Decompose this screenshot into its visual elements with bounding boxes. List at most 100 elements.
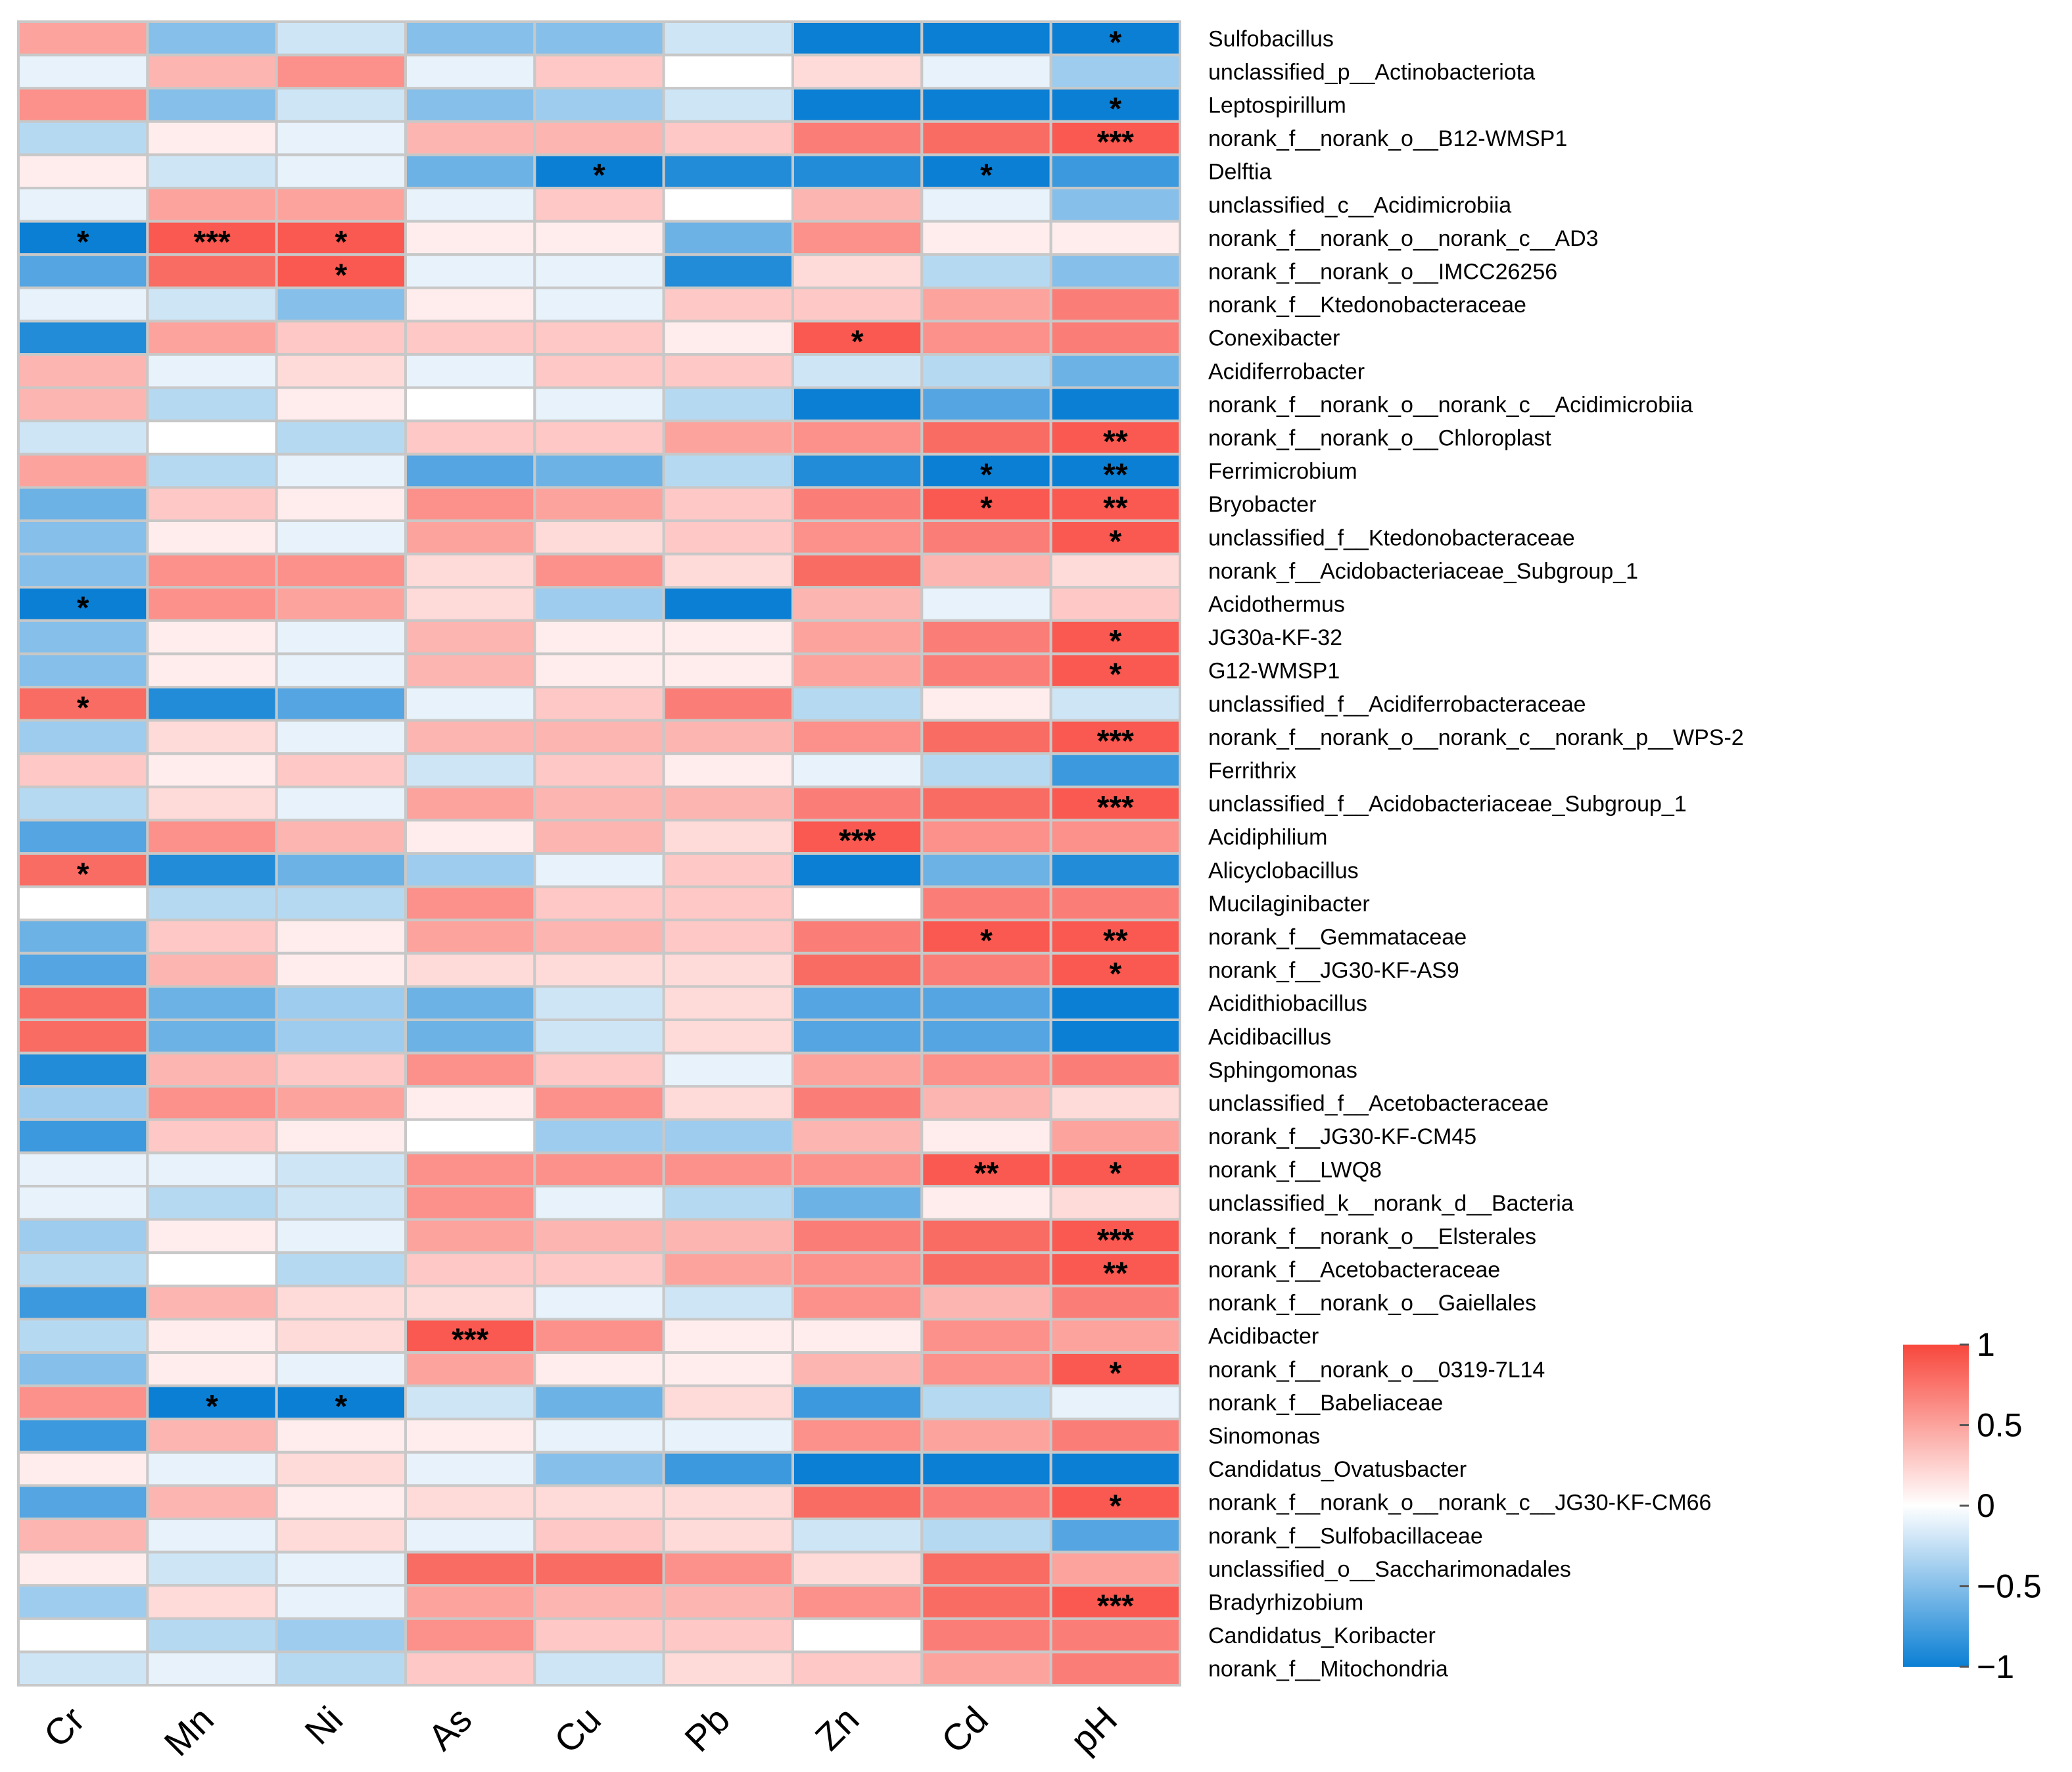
row-label: Acidiferrobacter [1208, 359, 1365, 384]
heatmap-cell [662, 120, 794, 156]
heatmap-cell [275, 1151, 408, 1188]
heatmap-cell [662, 552, 794, 589]
heatmap-cell [920, 220, 1052, 256]
row-label: norank_f__Gemmataceae [1208, 925, 1467, 950]
heatmap-cells [17, 20, 1182, 1687]
heatmap-cell [404, 1518, 536, 1554]
heatmap-cell [662, 1484, 794, 1520]
heatmap-cell [920, 1584, 1052, 1620]
heatmap-cell [533, 1085, 665, 1121]
heatmap-cell [662, 1151, 794, 1188]
heatmap-cell [404, 1418, 536, 1454]
heatmap-cell [146, 1518, 278, 1554]
heatmap-cell [17, 386, 149, 423]
heatmap-cell [1049, 353, 1182, 389]
heatmap-cell [1049, 819, 1182, 855]
heatmap-cell [146, 1584, 278, 1620]
significance-mark: * [77, 690, 89, 725]
heatmap-cell [146, 951, 278, 988]
row-label: norank_f__norank_o__norank_c__norank_p__… [1208, 725, 1744, 750]
heatmap-cell [920, 1018, 1052, 1055]
heatmap-cell [146, 353, 278, 389]
heatmap-cell [1049, 187, 1182, 223]
heatmap-cell [146, 1251, 278, 1287]
heatmap-cell [920, 985, 1052, 1022]
heatmap-cell [404, 1151, 536, 1188]
heatmap-cell [1049, 1650, 1182, 1687]
significance-mark: *** [193, 225, 230, 260]
heatmap-cell [17, 1450, 149, 1487]
significance-mark: ** [974, 1157, 999, 1191]
heatmap-cell [791, 1085, 924, 1121]
heatmap-cell [17, 1085, 149, 1121]
heatmap-cell [404, 1550, 536, 1587]
heatmap-cell [275, 253, 408, 289]
heatmap-cell [275, 1218, 408, 1255]
significance-mark: *** [1097, 125, 1134, 160]
heatmap-cell [533, 919, 665, 955]
heatmap-cell [533, 1650, 665, 1687]
heatmap-cell [662, 1118, 794, 1155]
heatmap-cell [791, 1450, 924, 1487]
heatmap-cell [17, 1550, 149, 1587]
significance-mark: * [980, 158, 993, 193]
heatmap-cell [404, 1450, 536, 1487]
heatmap-cell [533, 1384, 665, 1421]
heatmap-cell [146, 1118, 278, 1155]
heatmap-cell [533, 1051, 665, 1088]
heatmap-cell [1049, 1118, 1182, 1155]
heatmap-cell [1049, 1318, 1182, 1354]
heatmap-cell [275, 1384, 408, 1421]
heatmap-cell [533, 819, 665, 855]
heatmap-cell [404, 1051, 536, 1088]
row-label: Sphingomonas [1208, 1058, 1357, 1083]
heatmap-cell [17, 885, 149, 922]
heatmap-cell [275, 53, 408, 90]
heatmap-cell [275, 486, 408, 523]
heatmap-cell [1049, 1484, 1182, 1520]
heatmap-cell [275, 819, 408, 855]
heatmap-cell [404, 353, 536, 389]
heatmap-cell [662, 1450, 794, 1487]
heatmap-cell [146, 552, 278, 589]
heatmap-cell [17, 153, 149, 189]
row-label: norank_f__norank_o__0319-7L14 [1208, 1357, 1545, 1382]
heatmap-cell [1049, 153, 1182, 189]
heatmap-cell [920, 1518, 1052, 1554]
heatmap-cell [404, 1484, 536, 1520]
row-label: unclassified_f__Acidobacteriaceae_Subgro… [1208, 792, 1687, 817]
heatmap-cell [17, 1051, 149, 1088]
heatmap-cell [533, 552, 665, 589]
heatmap-cell [17, 286, 149, 323]
significance-mark: ** [1103, 458, 1128, 492]
row-label: norank_f__norank_o__IMCC26256 [1208, 260, 1557, 285]
heatmap-cell [17, 486, 149, 523]
heatmap-cell [791, 519, 924, 556]
row-label: Candidatus_Koribacter [1208, 1623, 1436, 1648]
heatmap-cell [662, 1617, 794, 1654]
heatmap-cell [404, 919, 536, 955]
heatmap-cell [791, 286, 924, 323]
significance-mark: * [206, 1389, 218, 1424]
heatmap-cell [275, 885, 408, 922]
significance-mark: * [1109, 1157, 1121, 1191]
heatmap-cell [662, 1351, 794, 1387]
significance-mark: *** [1097, 1589, 1134, 1624]
heatmap-cell [533, 985, 665, 1022]
heatmap-cell [533, 652, 665, 689]
significance-mark: * [593, 158, 605, 193]
row-label: Sulfobacillus [1208, 26, 1334, 51]
heatmap-cell [1049, 1450, 1182, 1487]
heatmap-cell [920, 1650, 1052, 1687]
heatmap-cell [791, 452, 924, 489]
heatmap-cell [146, 1318, 278, 1354]
heatmap-cell [146, 386, 278, 423]
heatmap-cell [275, 1484, 408, 1520]
row-label: norank_f__Ktedonobacteraceae [1208, 293, 1526, 318]
heatmap-cell [404, 286, 536, 323]
heatmap-cell [404, 951, 536, 988]
heatmap-cell [533, 253, 665, 289]
heatmap-cell [533, 53, 665, 90]
row-label: Acidibacter [1208, 1324, 1319, 1349]
heatmap-cell [533, 87, 665, 123]
